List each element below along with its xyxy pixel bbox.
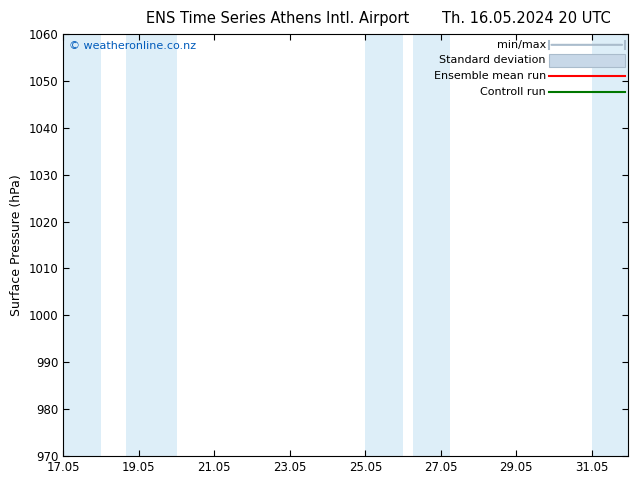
- Bar: [413, 34, 450, 456]
- Text: Standard deviation: Standard deviation: [439, 55, 546, 66]
- Text: Ensemble mean run: Ensemble mean run: [434, 72, 546, 81]
- Bar: [365, 34, 403, 456]
- Y-axis label: Surface Pressure (hPa): Surface Pressure (hPa): [10, 174, 23, 316]
- FancyBboxPatch shape: [548, 54, 625, 67]
- Text: © weatheronline.co.nz: © weatheronline.co.nz: [69, 41, 196, 50]
- Bar: [126, 34, 177, 456]
- Text: min/max: min/max: [496, 40, 546, 50]
- Text: Th. 16.05.2024 20 UTC: Th. 16.05.2024 20 UTC: [442, 11, 611, 26]
- Text: ENS Time Series Athens Intl. Airport: ENS Time Series Athens Intl. Airport: [146, 11, 410, 26]
- Bar: [63, 34, 101, 456]
- Text: Controll run: Controll run: [480, 87, 546, 97]
- Bar: [592, 34, 628, 456]
